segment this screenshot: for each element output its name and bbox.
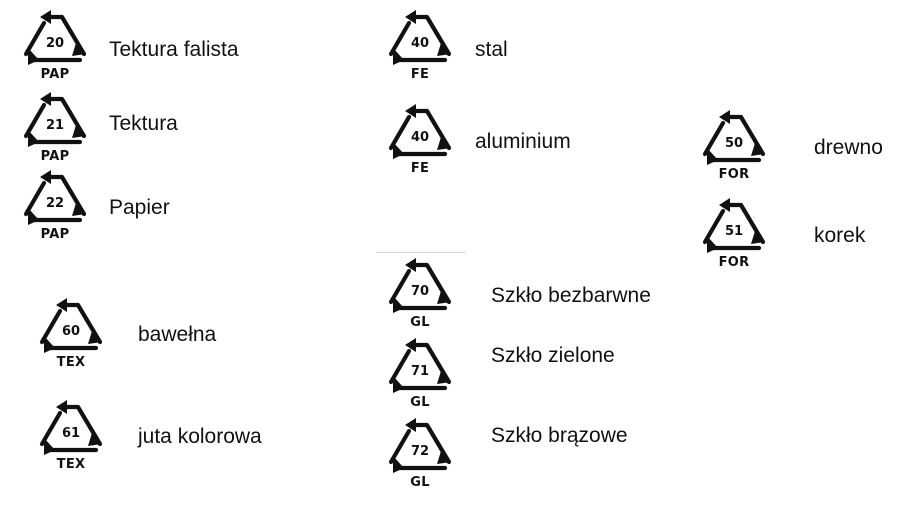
material-abbreviation: FOR <box>718 167 750 182</box>
material-label: Tektura falista <box>109 38 239 61</box>
material-label: korek <box>814 224 866 247</box>
material-label: Szkło zielone <box>491 344 615 367</box>
recycling-triangle-icon: 72 GL <box>388 418 452 490</box>
material-abbreviation: PAP <box>40 67 70 82</box>
recycling-triangle-icon: 22 PAP <box>23 170 87 242</box>
recycling-triangle-icon: 40 FE <box>388 10 452 82</box>
recycling-code-item: 70 GL Szkło bezbarwne <box>388 258 651 330</box>
recycling-code-number: 72 <box>410 444 430 459</box>
recycling-code-item: 50 FOR drewno <box>702 110 883 182</box>
material-abbreviation: FE <box>410 67 430 82</box>
recycling-triangle-icon: 51 FOR <box>702 198 766 270</box>
material-abbreviation: FOR <box>718 255 750 270</box>
material-label: Szkło bezbarwne <box>491 284 651 307</box>
recycling-triangle-icon: 71 GL <box>388 338 452 410</box>
recycling-code-number: 40 <box>410 130 430 145</box>
recycling-code-number: 71 <box>410 364 430 379</box>
material-label: stal <box>475 38 508 61</box>
recycling-code-number: 51 <box>724 224 744 239</box>
recycling-code-number: 50 <box>724 136 744 151</box>
recycling-code-number: 20 <box>45 36 65 51</box>
recycling-code-item: 61 TEX juta kolorowa <box>39 400 262 472</box>
recycling-code-item: 21 PAP Tektura <box>23 92 178 164</box>
material-abbreviation: TEX <box>56 457 86 472</box>
recycling-code-item: 40 FE stal <box>388 10 508 82</box>
recycling-code-number: 22 <box>45 196 65 211</box>
recycling-code-number: 70 <box>410 284 430 299</box>
recycling-code-item: 20 PAP Tektura falista <box>23 10 239 82</box>
recycling-code-item: 40 FE aluminium <box>388 104 571 176</box>
recycling-code-item: 72 GL Szkło brązowe <box>388 418 628 490</box>
material-label: Papier <box>109 196 170 219</box>
recycling-code-number: 61 <box>61 426 81 441</box>
recycling-triangle-icon: 20 PAP <box>23 10 87 82</box>
recycling-code-item: 22 PAP Papier <box>23 170 170 242</box>
material-abbreviation: GL <box>410 395 430 410</box>
divider-line <box>376 252 466 253</box>
recycling-triangle-icon: 21 PAP <box>23 92 87 164</box>
material-label: aluminium <box>475 130 571 153</box>
recycling-triangle-icon: 61 TEX <box>39 400 103 472</box>
material-abbreviation: FE <box>410 161 430 176</box>
recycling-triangle-icon: 70 GL <box>388 258 452 330</box>
recycling-code-item: 60 TEX bawełna <box>39 298 216 370</box>
recycling-code-number: 21 <box>45 118 65 133</box>
recycling-code-number: 40 <box>410 36 430 51</box>
recycling-triangle-icon: 50 FOR <box>702 110 766 182</box>
recycling-triangle-icon: 40 FE <box>388 104 452 176</box>
material-label: Szkło brązowe <box>491 424 628 447</box>
material-label: bawełna <box>138 323 217 346</box>
material-abbreviation: GL <box>410 475 430 490</box>
material-label: Tektura <box>109 112 178 135</box>
material-abbreviation: GL <box>410 315 430 330</box>
recycling-code-item: 51 FOR korek <box>702 198 865 270</box>
material-abbreviation: PAP <box>40 227 70 242</box>
recycling-triangle-icon: 60 TEX <box>39 298 103 370</box>
recycling-code-number: 60 <box>61 324 81 339</box>
material-label: drewno <box>814 136 883 159</box>
recycling-code-item: 71 GL Szkło zielone <box>388 338 615 410</box>
material-abbreviation: PAP <box>40 149 70 164</box>
material-label: juta kolorowa <box>138 425 262 448</box>
material-abbreviation: TEX <box>56 355 86 370</box>
